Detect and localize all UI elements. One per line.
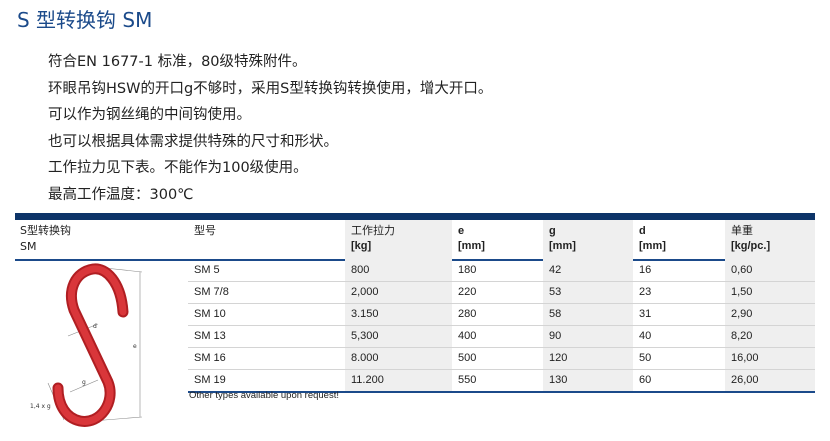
table-cell: 180 (452, 260, 543, 282)
table-cell: SM 19 (188, 369, 345, 393)
table-row: SM 7/8 2,000 220 53 23 1,50 (188, 281, 815, 304)
table-cell: 500 (452, 347, 543, 370)
table-cell: SM 7/8 (188, 281, 345, 304)
feature-item: 可以作为钢丝绳的中间钩使用。 (48, 107, 251, 124)
table-row: SM 5 800 180 42 16 0,60 (188, 260, 815, 282)
table-cell: 40 (633, 325, 725, 348)
table-cell: SM 10 (188, 303, 345, 326)
label-d: d (93, 323, 97, 330)
product-code: SM (20, 240, 37, 253)
col-weight: 单重 [kg/pc.] (725, 220, 815, 260)
feature-item: 最高工作温度：300℃ (48, 186, 194, 203)
table-cell: 58 (543, 303, 633, 326)
feature-list: 符合EN 1677-1 标准，80级特殊附件。 环眼吊钩HSW的开口g不够时，采… (48, 49, 492, 209)
table-cell: 2,000 (345, 281, 452, 304)
table-cell: 26,00 (725, 369, 815, 393)
col-model: 型号 (194, 225, 216, 237)
table-cell: 11.200 (345, 369, 452, 393)
table-cell: 1,50 (725, 281, 815, 304)
table-cell: 60 (633, 369, 725, 393)
col-e: e [mm] (458, 225, 485, 252)
table-cell: 130 (543, 369, 633, 393)
feature-item: 也可以根据具体需求提供特殊的尺寸和形状。 (48, 133, 338, 150)
table-cell: 42 (543, 260, 633, 282)
table-cell: 400 (452, 325, 543, 348)
footnote: Other types available upon request! (189, 390, 339, 401)
feature-item: 环眼吊钩HSW的开口g不够时，采用S型转换钩转换使用，增大开口。 (48, 80, 493, 97)
product-name-cn: S型转换钩 (20, 224, 71, 237)
table-cell: 53 (543, 281, 633, 304)
table-cell: 50 (633, 347, 725, 370)
table-cell: 8.000 (345, 347, 452, 370)
col-wll: 工作拉力 [kg] (345, 220, 452, 260)
table-row: SM 16 8.000 500 120 50 16,00 (188, 347, 815, 370)
table-cell: 280 (452, 303, 543, 326)
table-row: SM 19 11.200 550 130 60 26,00 (188, 369, 815, 393)
table-row: SM 13 5,300 400 90 40 8,20 (188, 325, 815, 348)
table-cell: SM 5 (188, 260, 345, 282)
product-name: S型转换钩 SM (20, 223, 71, 255)
table-row: SM 10 3.150 280 58 31 2,90 (188, 303, 815, 326)
col-g: g [mm] (543, 220, 633, 260)
label-lip: 1,4 x g (30, 403, 51, 410)
page-title: S 型转换钩 SM (17, 8, 153, 32)
table-cell: 16,00 (725, 347, 815, 370)
label-e: e (133, 343, 137, 350)
table-cell: SM 13 (188, 325, 345, 348)
s-hook-diagram: d e g 1,4 x g (30, 263, 143, 427)
table-header-bar (15, 213, 815, 220)
table-cell: 550 (452, 369, 543, 393)
feature-item: 符合EN 1677-1 标准，80级特殊附件。 (48, 54, 307, 70)
table-cell: 800 (345, 260, 452, 282)
table-cell: 23 (633, 281, 725, 304)
table-cell: 0,60 (725, 260, 815, 282)
col-d: d [mm] (639, 225, 666, 252)
table-cell: 2,90 (725, 303, 815, 326)
table-cell: 90 (543, 325, 633, 348)
table-cell: SM 16 (188, 347, 345, 370)
table-header-row: 型号 工作拉力 [kg] e [mm] g [mm] d [mm] 单重 [kg/pc.] (188, 220, 815, 260)
table-cell: 31 (633, 303, 725, 326)
specs-table: 型号 工作拉力 [kg] e [mm] g [mm] d [mm] 单重 [kg/pc.]… (188, 220, 815, 393)
table-cell: 8,20 (725, 325, 815, 348)
table-cell: 220 (452, 281, 543, 304)
feature-item: 工作拉力见下表。不能作为100级使用。 (48, 160, 308, 177)
table-cell: 120 (543, 347, 633, 370)
table-cell: 16 (633, 260, 725, 282)
table-cell: 5,300 (345, 325, 452, 348)
label-g: g (82, 379, 86, 386)
table-cell: 3.150 (345, 303, 452, 326)
